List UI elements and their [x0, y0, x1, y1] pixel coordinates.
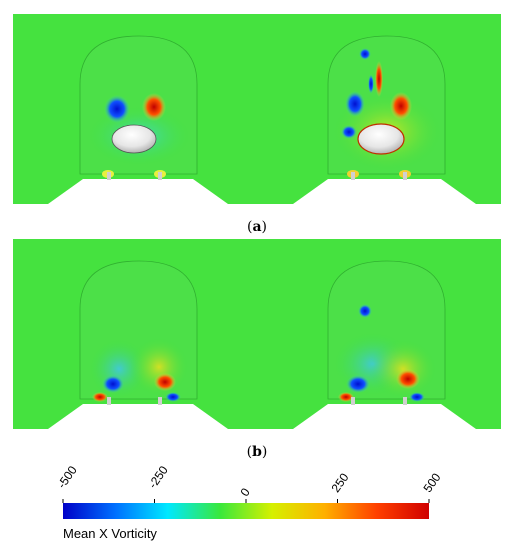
negative-vortex: [341, 125, 357, 139]
positive-vortex: [154, 373, 176, 391]
caption-b: (b): [0, 444, 514, 460]
vorticity-field-a: [13, 14, 501, 210]
positive-vortex: [142, 93, 166, 121]
negative-vortex: [345, 91, 365, 117]
ground-profile: [13, 179, 501, 210]
wheel-support: [158, 397, 162, 405]
caption-paren: (: [246, 444, 253, 460]
wheel-support: [403, 172, 407, 180]
positive-vortex: [396, 369, 420, 389]
caption-paren: ): [261, 219, 267, 235]
positive-vortex: [338, 392, 354, 402]
negative-vortex: [409, 392, 425, 402]
wheel-a-right: [357, 123, 405, 155]
positive-vortex: [92, 392, 108, 402]
caption-letter: b: [252, 444, 262, 460]
positive-vortex: [390, 92, 412, 120]
wheel-support: [107, 397, 111, 405]
wheel-support: [403, 397, 407, 405]
caption-a: (a): [0, 219, 514, 235]
caption-paren: (: [246, 219, 253, 235]
negative-vortex: [102, 375, 124, 393]
wheel-support: [107, 172, 111, 180]
caption-letter: a: [252, 219, 262, 235]
wheel-a-left: [111, 124, 157, 154]
negative-vortex: [359, 48, 371, 60]
negative-vortex: [358, 304, 372, 318]
negative-vortex: [104, 95, 130, 123]
negative-vortex: [165, 392, 181, 402]
caption-paren: ): [261, 444, 268, 460]
vorticity-field-b: [13, 239, 501, 435]
colorbar-title: Mean X Vorticity: [63, 526, 157, 541]
wheel-support: [351, 397, 355, 405]
wheel-support: [351, 172, 355, 180]
ground-profile: [13, 404, 501, 435]
positive-vortex: [375, 61, 383, 97]
negative-vortex: [368, 74, 374, 94]
colorbar-graphic: [62, 499, 430, 519]
negative-vortex: [346, 375, 370, 393]
wheel-support: [158, 172, 162, 180]
colorbar: -500 -250 0 250 500: [0, 455, 514, 550]
panel-a: [13, 14, 501, 210]
haze: [369, 339, 437, 399]
colorbar-strip: [63, 503, 429, 519]
panel-b: [13, 239, 501, 435]
